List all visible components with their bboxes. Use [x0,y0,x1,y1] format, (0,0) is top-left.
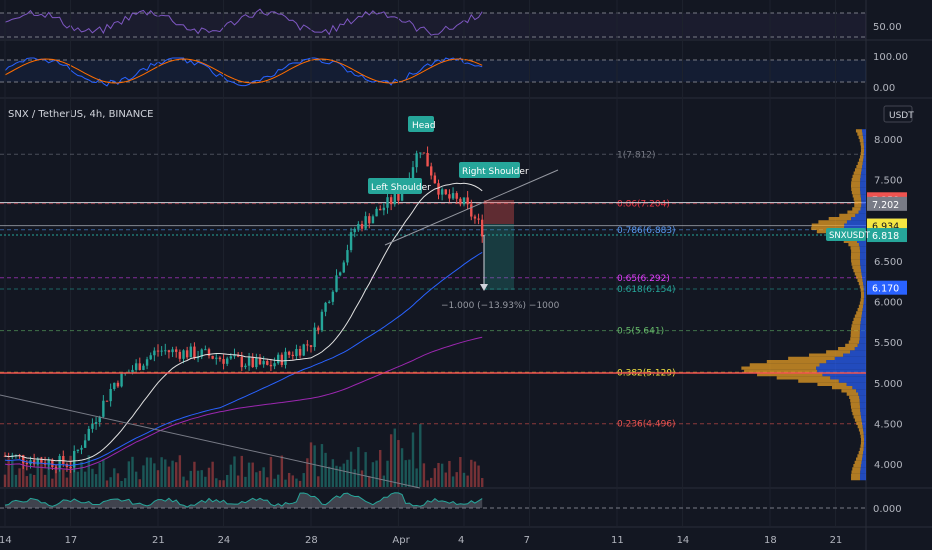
rsi-pane: 50.00 [0,8,902,39]
stoch-tick-0: 0.00 [873,83,895,94]
oscillator-pane: 0.000 [0,492,902,515]
price-tag: 7.202 [867,196,907,211]
time-tick-label: 11 [611,535,624,546]
currency-badge[interactable] [883,105,913,123]
candlesticks [3,146,484,474]
fib-level-label: 0.5(5.641) [617,327,664,337]
svg-text:6.170: 6.170 [872,284,899,295]
take-profit-zone [484,224,514,290]
stoch-d-line [4,58,483,84]
time-tick-label: Apr [392,535,410,546]
svg-text:Right Shoulder: Right Shoulder [462,167,529,177]
fib-level-label: 0.65(6.292) [617,274,670,284]
trend-line-down [0,394,421,489]
price-tick-label: 5.500 [874,338,903,349]
oscillator-line [4,492,483,508]
time-tick-label: 28 [305,535,318,546]
time-tick-label: 14 [677,535,690,546]
ma-white-line [4,182,483,462]
stoch-pane: 100.00 0.00 [0,52,908,94]
time-tick-label: 24 [218,535,231,546]
fib-level-label: 0.618(6.154) [617,285,676,295]
right-shoulder-label[interactable]: Right Shoulder [459,162,529,178]
neckline [384,169,559,246]
price-tick-label: 7.500 [874,176,903,187]
time-tick-label: 21 [152,535,165,546]
currency-label: USDT [889,111,914,121]
target-label: −1.000 (−13.93%) −1000 [441,301,560,311]
fib-level-label: 0.786(6.883) [617,226,676,236]
time-tick-label: 17 [65,535,78,546]
svg-text:6.818: 6.818 [872,231,899,242]
time-tick-label: 4 [458,535,464,546]
rsi-tick-50: 50.00 [873,22,902,33]
svg-text:7.202: 7.202 [872,200,899,211]
left-shoulder-label[interactable]: Left Shoulder [368,178,431,194]
fib-level-label: 0.86(7.204) [617,200,670,210]
time-tick-label: 21 [830,535,843,546]
fib-retracement: 1(7.812) 0.86(7.204) 0.786(6.883) 0.65(6.29… [0,150,866,430]
price-tick-label: 4.500 [874,419,903,430]
time-tick-label: 14 [0,535,12,546]
svg-text:Left Shoulder: Left Shoulder [371,183,431,193]
stoch-tick-100: 100.00 [873,52,908,63]
target-arrow-head [480,284,488,291]
ma-blue-line [4,251,483,467]
svg-text:6.934: 6.934 [872,222,899,233]
osc-tick-0: 0.000 [873,504,902,515]
fib-level-label: 0.236(4.496) [617,420,676,430]
stop-loss-zone [484,200,514,224]
time-tick-label: 18 [764,535,777,546]
oscillator-area [5,492,483,508]
symbol-tag: SNXUSDT [826,228,871,241]
symbol-title: SNX / TetherUS, 4h, BINANCE [8,109,153,120]
volume-bars [3,424,484,487]
price-tick-label: 8.000 [874,135,903,146]
price-tag: 6.818 [867,228,907,243]
volume-profile [741,129,866,481]
svg-text:SNXUSDT: SNXUSDT [829,231,871,241]
price-tick-label: 6.500 [874,257,903,268]
price-tag: 6.170 [867,280,907,295]
vertical-grid [4,0,837,527]
time-tick-label: 7 [524,535,530,546]
price-tick-label: 6.000 [874,298,903,309]
head-label[interactable]: Head [408,116,436,132]
fib-level-label: 1(7.812) [617,150,656,160]
svg-text:Head: Head [412,121,436,131]
price-tick-label: 4.000 [874,460,903,471]
price-axis[interactable]: 8.000 7.500 6.500 6.000 5.500 5.000 4.500 4.000 [874,135,903,471]
rsi-line [4,8,483,36]
price-tick-label: 5.000 [874,379,903,390]
time-axis[interactable]: 14 17 21 24 28 Apr 4 7 11 14 18 21 [0,535,842,546]
ma-purple-line [4,336,483,471]
